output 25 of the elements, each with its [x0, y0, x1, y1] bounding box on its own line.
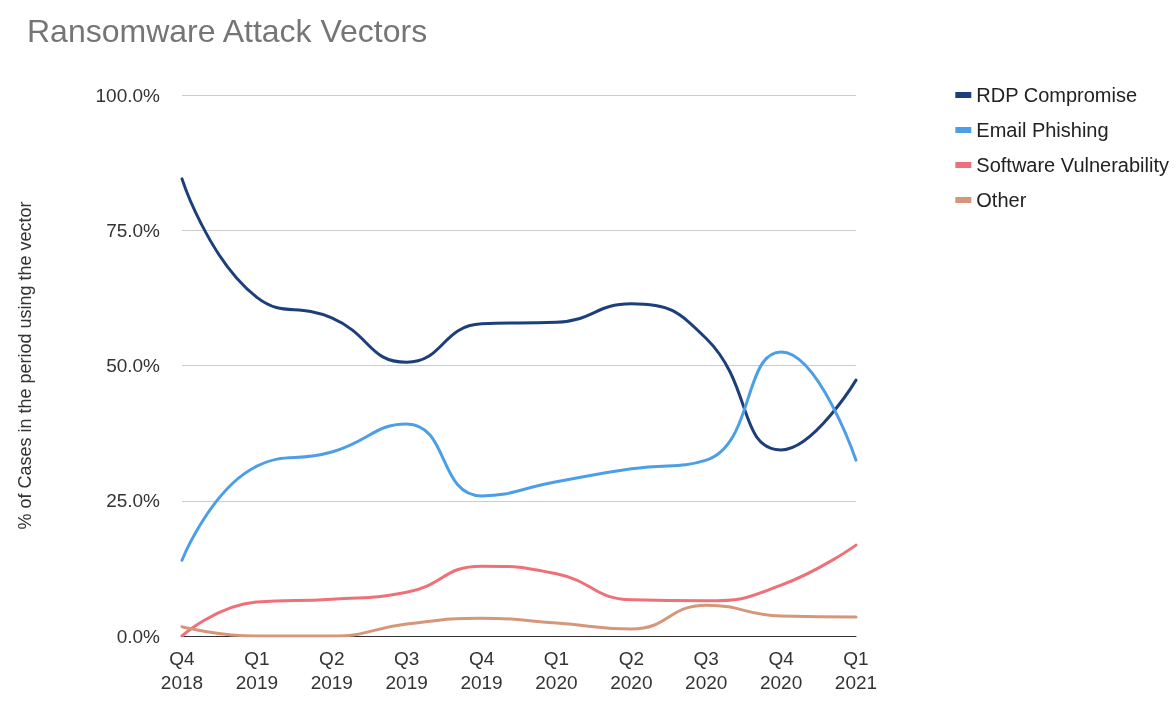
line-series — [180, 177, 858, 452]
y-tick-label: 100.0% — [95, 84, 161, 106]
x-tick-label: Q3 2020 — [685, 647, 728, 693]
y-axis-title: % of Cases in the period using the vector — [15, 201, 35, 530]
x-tick-label: Q4 2020 — [759, 647, 803, 693]
legend-label: Other — [976, 189, 1027, 211]
x-tick-label: Q4 2019 — [460, 647, 503, 693]
chart-title: Ransomware Attack Vectors — [27, 13, 428, 49]
x-tick-label: Q1 2019 — [235, 647, 279, 693]
x-tick-label: Q4 2018 — [160, 647, 204, 693]
y-tick-label: 75.0% — [106, 219, 161, 241]
line-series — [180, 350, 858, 562]
x-tick-label: Q2 2019 — [310, 647, 353, 693]
line-series — [180, 543, 858, 638]
x-tick-label: Q2 2020 — [610, 647, 653, 693]
y-tick-label: 0.0% — [116, 625, 161, 647]
x-tick-label: Q3 2019 — [385, 647, 428, 693]
x-tick-label: Q1 2021 — [834, 647, 878, 693]
legend-label: RDP Compromise — [976, 84, 1138, 106]
y-tick-label: 25.0% — [106, 490, 161, 512]
legend-label: Software Vulnerability — [976, 154, 1169, 176]
y-tick-label: 50.0% — [106, 355, 161, 376]
x-tick-label: Q1 2020 — [535, 647, 578, 693]
line-series — [180, 603, 858, 638]
legend-label: Email Phishing — [976, 119, 1109, 141]
